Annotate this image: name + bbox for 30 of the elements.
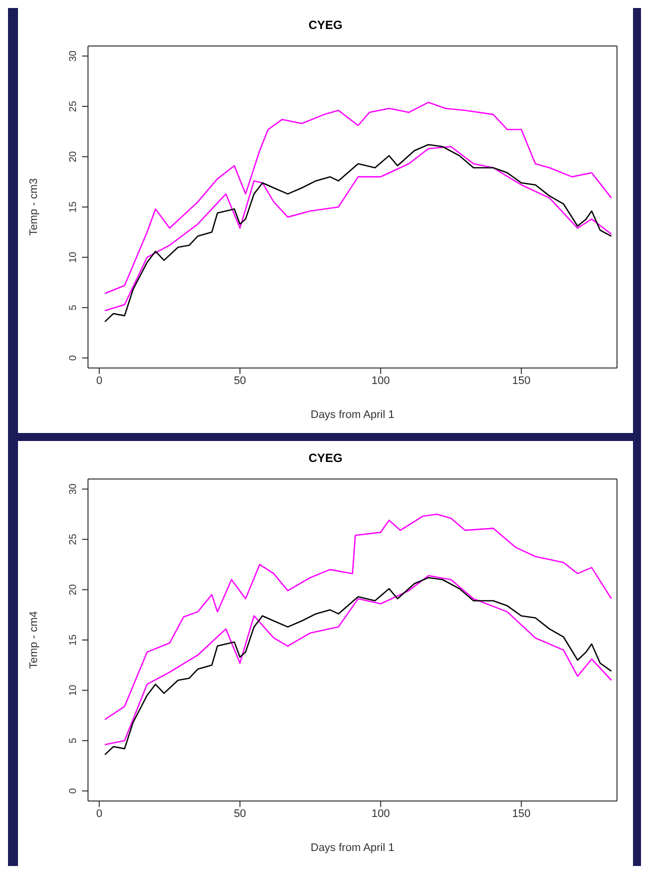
y-tick-label: 10 — [68, 684, 79, 696]
x-axis-title: Days from April 1 — [310, 842, 394, 854]
y-axis-title: Temp - cm4 — [28, 611, 40, 669]
y-tick-label: 30 — [68, 50, 79, 62]
x-tick-label: 150 — [512, 808, 531, 820]
line-series — [104, 102, 612, 294]
y-tick-label: 0 — [68, 788, 79, 794]
x-tick-label: 50 — [234, 374, 246, 387]
x-tick-label: 0 — [96, 808, 102, 820]
y-tick-label: 30 — [68, 483, 79, 495]
y-axis-title: Temp - cm3 — [28, 178, 40, 236]
x-tick-label: 100 — [371, 808, 390, 820]
y-tick-label: 20 — [68, 584, 79, 596]
y-tick-label: 5 — [68, 737, 79, 744]
y-tick-label: 25 — [68, 100, 79, 112]
x-tick-label: 50 — [234, 808, 246, 820]
x-tick-label: 0 — [96, 374, 102, 387]
y-tick-label: 10 — [68, 251, 79, 263]
line-series — [104, 514, 612, 720]
y-tick-label: 20 — [68, 150, 79, 162]
y-tick-label: 0 — [68, 354, 79, 361]
x-tick-label: 150 — [512, 374, 531, 387]
chart-title: CYEG — [307, 17, 344, 34]
x-tick-label: 100 — [371, 374, 390, 387]
y-tick-label: 25 — [68, 533, 79, 545]
y-tick-label: 15 — [68, 634, 79, 646]
chart-title: CYEG — [307, 450, 344, 467]
y-tick-label: 5 — [68, 304, 79, 310]
y-tick-label: 15 — [68, 201, 79, 213]
x-axis-title: Days from April 1 — [310, 409, 394, 421]
